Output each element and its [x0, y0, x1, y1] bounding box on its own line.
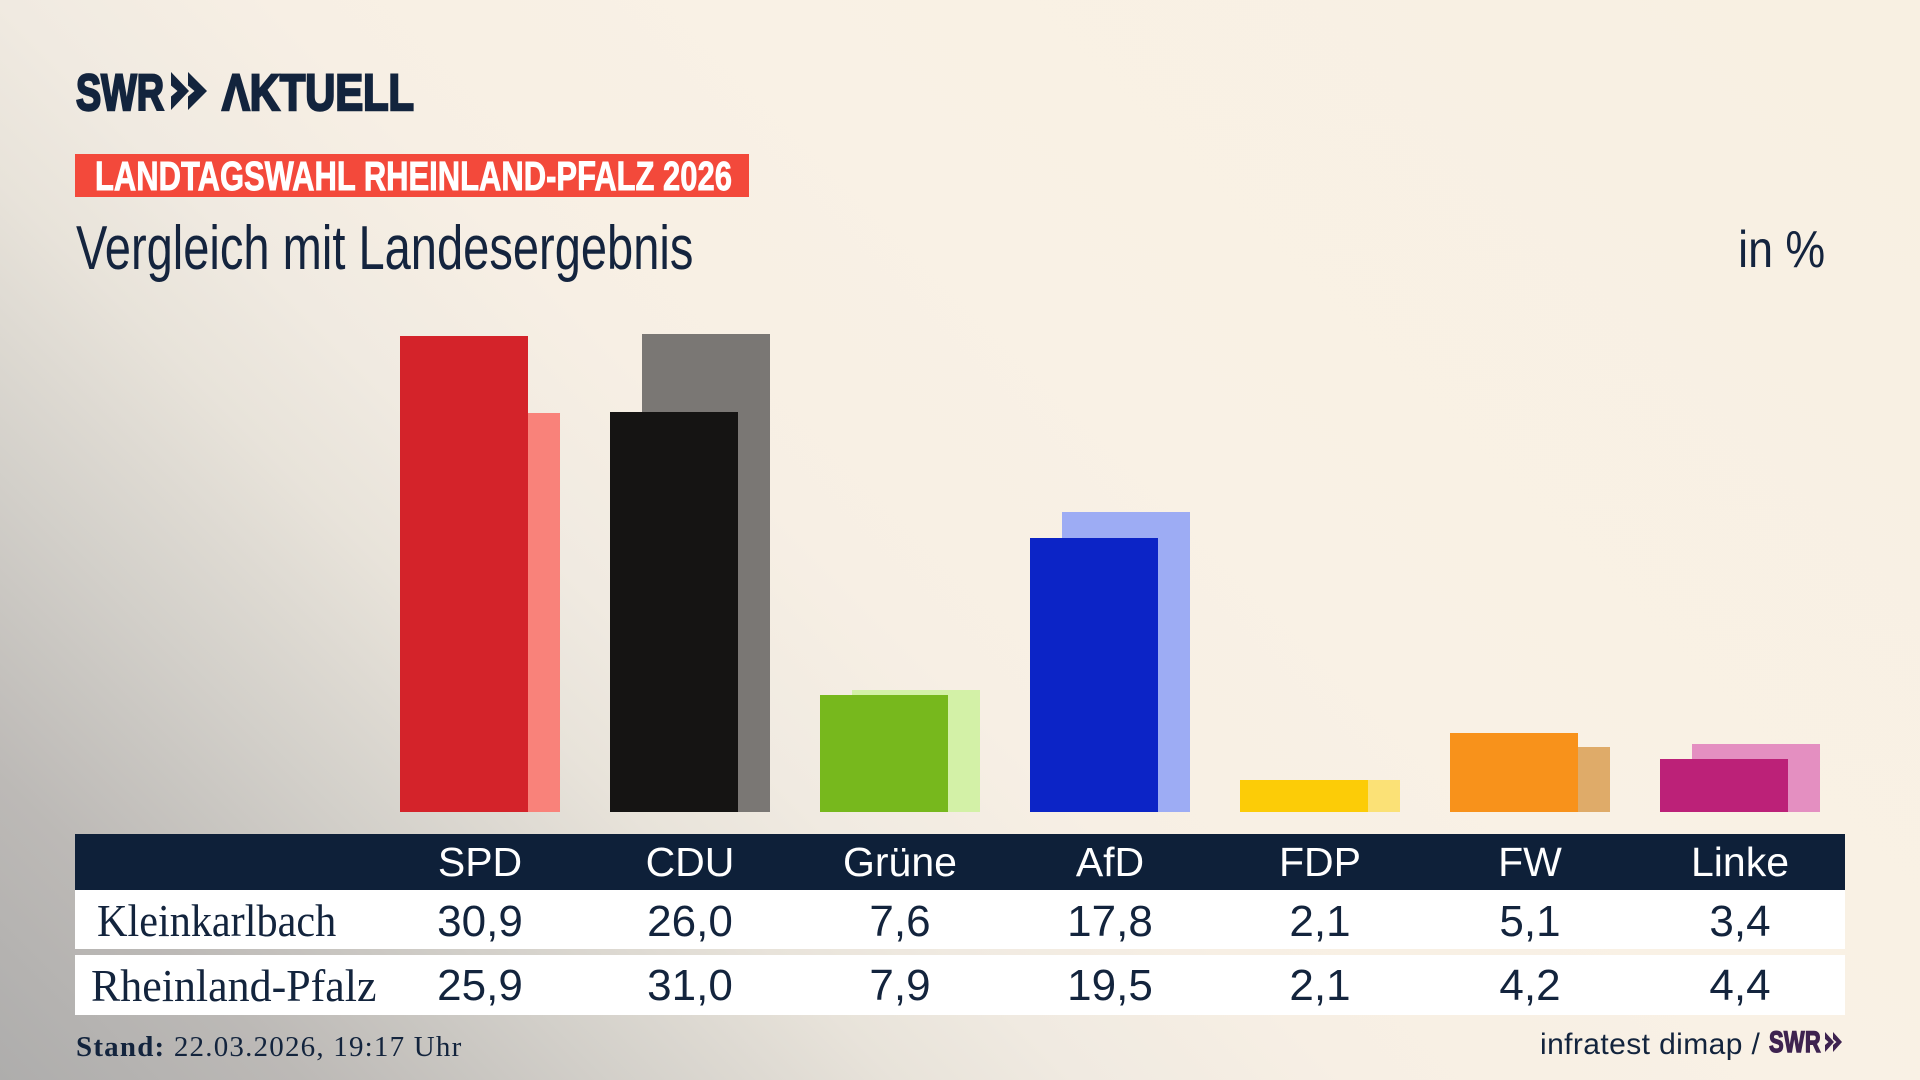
svg-text:SWR: SWR	[1769, 1029, 1821, 1057]
svg-text:SWR: SWR	[76, 66, 164, 116]
svg-text:ΛKTUELL: ΛKTUELL	[222, 66, 414, 116]
